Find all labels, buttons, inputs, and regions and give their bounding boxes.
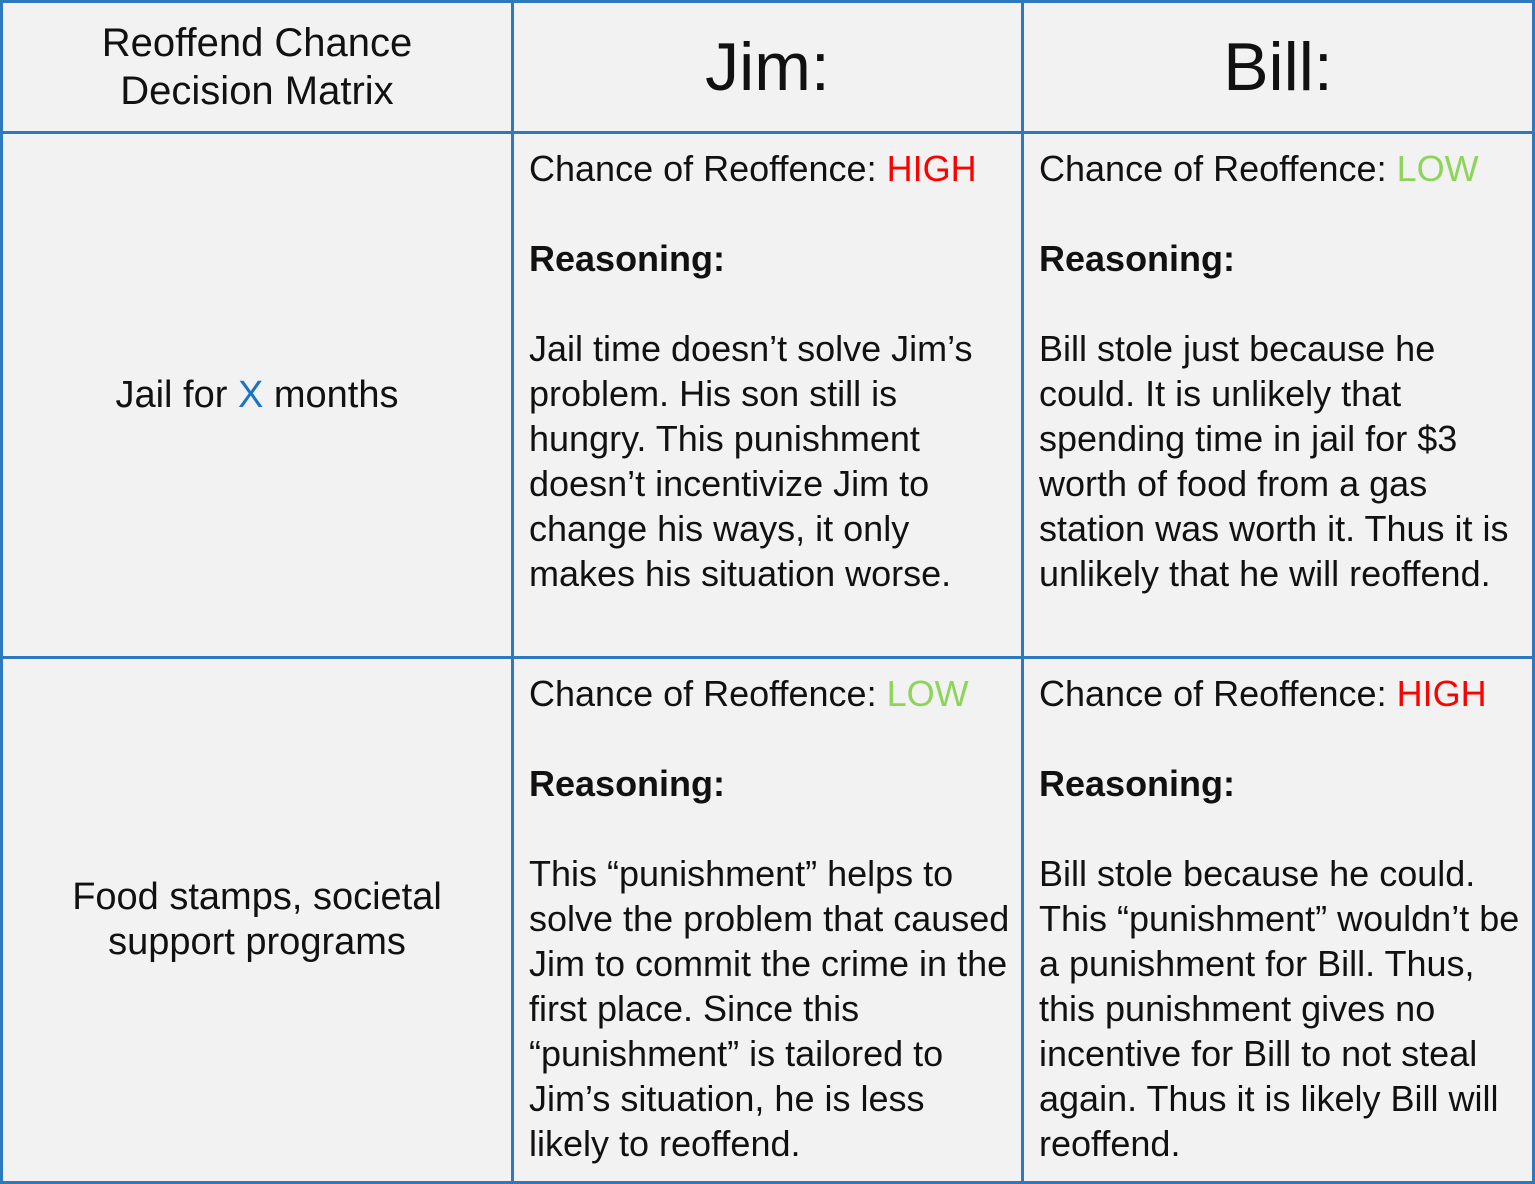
- column-header-bill: Bill:: [1223, 29, 1333, 105]
- chance-label: Chance of Reoffence:: [1039, 148, 1397, 189]
- spacer: [529, 281, 1011, 326]
- reasoning-label: Reasoning:: [529, 238, 726, 279]
- grid-line-right: [1532, 0, 1535, 1184]
- grid-line-bottom: [0, 1181, 1535, 1184]
- row-label-jail-variable: X: [237, 373, 264, 416]
- cell-jail-jim: Chance of Reoffence: HIGH Reasoning: Jai…: [514, 134, 1021, 656]
- row-label-food-stamps-text: Food stamps, societal support programs: [72, 876, 442, 963]
- chance-label: Chance of Reoffence:: [1039, 673, 1397, 714]
- grid-line-col2: [1021, 0, 1024, 1184]
- chance-label: Chance of Reoffence:: [529, 673, 887, 714]
- matrix-title-line2: Decision Matrix: [120, 69, 394, 113]
- chance-label: Chance of Reoffence:: [529, 148, 887, 189]
- row-label-food-stamps: Food stamps, societal support programs: [3, 659, 511, 1181]
- reasoning-text: Bill stole just because he could. It is …: [1039, 328, 1509, 594]
- spacer: [1039, 281, 1522, 326]
- spacer: [529, 191, 1011, 236]
- spacer: [1039, 191, 1522, 236]
- matrix-title-cell: Reoffend Chance Decision Matrix: [3, 3, 511, 131]
- grid-line-col1: [511, 0, 514, 1184]
- matrix-title-line1: Reoffend Chance: [101, 21, 413, 65]
- reasoning-label: Reasoning:: [529, 763, 726, 804]
- row-label-jail-prefix: Jail for: [115, 373, 238, 416]
- grid-line-header: [0, 131, 1535, 134]
- reasoning-text: Jail time doesn’t solve Jim’s problem. H…: [529, 328, 973, 594]
- chance-line: Chance of Reoffence: HIGH: [1039, 671, 1522, 716]
- chance-level: LOW: [886, 673, 969, 714]
- row-label-jail-suffix: months: [263, 373, 399, 416]
- spacer: [529, 806, 1011, 851]
- grid-line-row: [0, 656, 1535, 659]
- grid-line-left: [0, 0, 3, 1184]
- reasoning-text: This “punishment” helps to solve the pro…: [529, 853, 1010, 1164]
- reasoning-label: Reasoning:: [1039, 238, 1236, 279]
- spacer: [529, 716, 1011, 761]
- spacer: [1039, 806, 1522, 851]
- chance-line: Chance of Reoffence: LOW: [1039, 146, 1522, 191]
- spacer: [1039, 716, 1522, 761]
- reasoning-text: Bill stole because he could. This “punis…: [1039, 853, 1520, 1164]
- column-header-jim: Jim:: [705, 29, 830, 105]
- chance-level: LOW: [1396, 148, 1479, 189]
- cell-food-stamps-jim: Chance of Reoffence: LOW Reasoning: This…: [514, 659, 1021, 1181]
- row-label-jail: Jail for X months: [3, 134, 511, 656]
- chance-line: Chance of Reoffence: LOW: [529, 671, 1011, 716]
- cell-jail-bill: Chance of Reoffence: LOW Reasoning: Bill…: [1024, 134, 1532, 656]
- chance-level: HIGH: [886, 148, 977, 189]
- grid-line-top: [0, 0, 1535, 3]
- chance-line: Chance of Reoffence: HIGH: [529, 146, 1011, 191]
- cell-food-stamps-bill: Chance of Reoffence: HIGH Reasoning: Bil…: [1024, 659, 1532, 1181]
- reasoning-label: Reasoning:: [1039, 763, 1236, 804]
- chance-level: HIGH: [1396, 673, 1487, 714]
